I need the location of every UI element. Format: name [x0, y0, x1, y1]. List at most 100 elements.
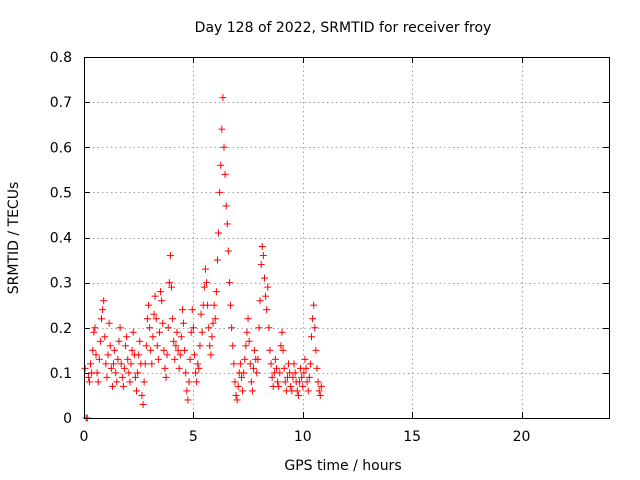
data-point [129, 328, 137, 336]
data-point [188, 306, 196, 314]
data-point [91, 324, 99, 332]
data-point [111, 346, 119, 354]
data-point [120, 364, 128, 372]
data-point [124, 355, 132, 363]
y-tick-label: 0.3 [50, 276, 72, 292]
data-point [81, 364, 89, 372]
data-point [172, 342, 180, 350]
data-point [256, 297, 264, 305]
data-point [220, 143, 228, 151]
data-point [254, 355, 262, 363]
y-tick-label: 0.8 [50, 50, 72, 66]
data-point [94, 378, 102, 386]
data-point [181, 346, 189, 354]
data-point [251, 346, 259, 354]
data-point [163, 351, 171, 359]
data-point [185, 378, 193, 386]
data-point [253, 369, 261, 377]
data-point [266, 346, 274, 354]
data-point [211, 315, 219, 323]
x-tick-label: 15 [403, 429, 421, 445]
data-point [207, 351, 215, 359]
data-point [95, 355, 103, 363]
data-point [165, 279, 173, 287]
data-point [196, 342, 204, 350]
data-point [273, 364, 280, 372]
x-axis-label: GPS time / hours [284, 458, 401, 474]
data-point [123, 333, 131, 341]
data-point [157, 288, 165, 296]
data-point [312, 346, 320, 354]
data-point [162, 373, 170, 381]
data-point [152, 315, 160, 323]
data-point [108, 382, 116, 390]
data-point [158, 297, 166, 305]
data-point [128, 346, 136, 354]
data-point [281, 378, 289, 386]
data-point [250, 364, 258, 372]
data-point [216, 188, 224, 196]
data-point [310, 301, 318, 309]
data-point [298, 373, 306, 381]
data-point [168, 283, 175, 291]
data-point [239, 387, 247, 395]
data-point [316, 391, 324, 399]
data-point [278, 328, 286, 336]
data-point [84, 373, 92, 381]
data-point [221, 170, 229, 178]
chart-title: Day 128 of 2022, SRMTID for receiver fro… [195, 20, 492, 36]
data-point [197, 310, 205, 318]
data-point [315, 387, 323, 395]
data-point [208, 333, 216, 341]
y-tick-label: 0 [63, 411, 72, 427]
data-point [206, 342, 214, 350]
data-point [175, 364, 183, 372]
data-point [229, 342, 237, 350]
y-axis-label: SRMTID / TECUs [6, 182, 22, 295]
data-point [133, 387, 140, 395]
data-point [141, 360, 149, 368]
data-point [89, 346, 97, 354]
data-point [305, 373, 313, 381]
data-point [209, 319, 217, 327]
data-point [147, 346, 155, 354]
y-tick-label: 0.5 [50, 185, 72, 201]
data-point [274, 378, 282, 386]
data-point [203, 279, 210, 287]
data-point [154, 355, 162, 363]
data-point [131, 373, 139, 381]
data-point [182, 369, 190, 377]
x-tick-label: 10 [294, 429, 312, 445]
data-point [187, 328, 195, 336]
data-point [190, 351, 198, 359]
x-tick-label: 5 [189, 429, 198, 445]
data-point [264, 283, 272, 291]
data-point [205, 324, 213, 332]
data-point [290, 360, 298, 368]
data-point [139, 400, 147, 408]
data-point [277, 342, 285, 350]
data-point [271, 355, 279, 363]
data-point [201, 265, 209, 273]
data-point [302, 364, 310, 372]
data-point [295, 378, 303, 386]
data-point [171, 355, 179, 363]
data-point [117, 360, 125, 368]
data-point [300, 369, 308, 377]
data-point [92, 351, 100, 359]
data-point [114, 355, 122, 363]
data-point [291, 369, 299, 377]
data-point [183, 387, 191, 395]
data-point [311, 324, 319, 332]
data-point [93, 369, 101, 377]
y-tick-label: 0.6 [50, 140, 72, 156]
data-point [262, 292, 270, 300]
data-point [173, 328, 181, 336]
y-tick-label: 0.1 [50, 366, 72, 382]
data-point [247, 378, 255, 386]
data-point [231, 378, 239, 386]
data-point [289, 373, 297, 381]
data-point [176, 351, 184, 359]
data-point [268, 373, 276, 381]
